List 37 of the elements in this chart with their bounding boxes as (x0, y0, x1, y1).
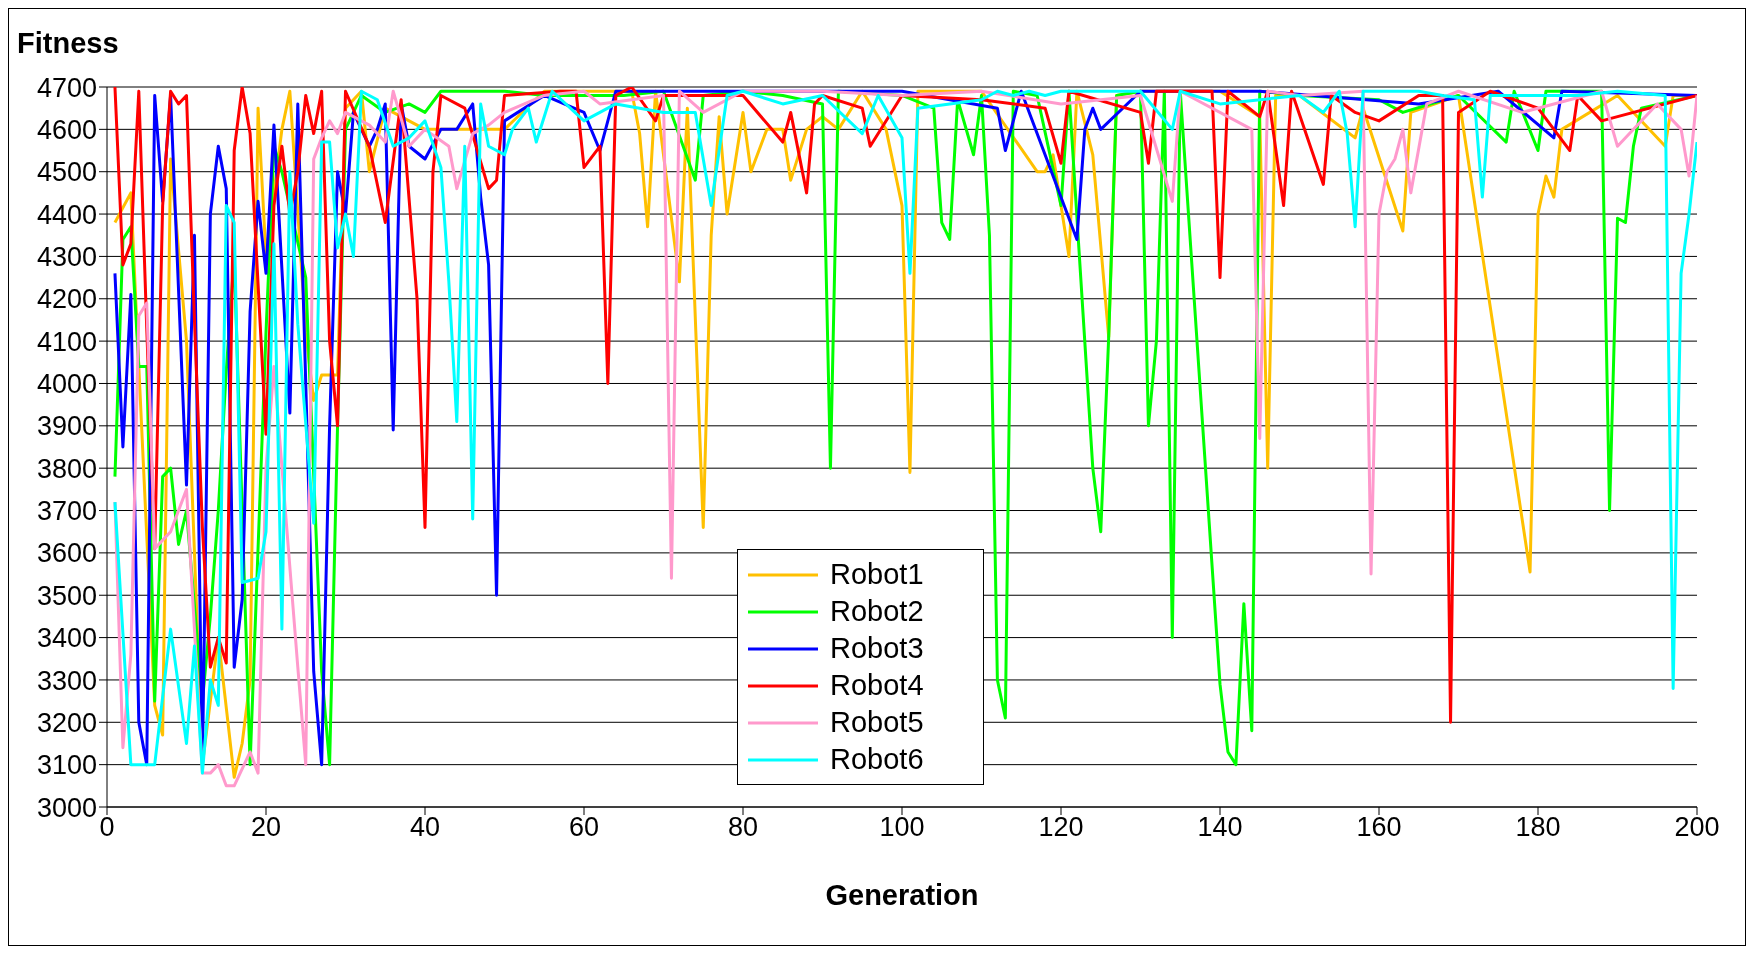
legend-label: Robot1 (830, 558, 924, 591)
x-tick-label: 180 (1515, 812, 1561, 843)
legend-label: Robot3 (830, 632, 924, 665)
y-tick-label: 3200 (36, 707, 97, 738)
y-tick-label: 4100 (36, 326, 97, 357)
y-tick-label: 3400 (36, 623, 97, 654)
y-axis-title: Fitness (17, 27, 119, 60)
y-tick-label: 3900 (36, 411, 97, 442)
y-tick-label: 3800 (36, 453, 97, 484)
x-tick-label: 100 (879, 812, 925, 843)
x-tick-label: 20 (250, 812, 282, 843)
legend-label: Robot2 (830, 595, 924, 628)
y-tick-label: 4700 (36, 72, 97, 103)
y-tick-label: 4200 (36, 284, 97, 315)
x-tick-label: 140 (1197, 812, 1243, 843)
y-tick-label: 4300 (36, 242, 97, 272)
y-tick-label: 3500 (36, 580, 97, 611)
x-tick-label: 0 (99, 812, 115, 843)
x-tick-label: 120 (1038, 812, 1084, 843)
y-tick-label: 3100 (36, 750, 97, 781)
y-tick-label: 3300 (36, 665, 97, 696)
legend-label: Robot4 (830, 669, 924, 702)
x-tick-label: 60 (568, 812, 600, 843)
y-tick-label: 3600 (36, 538, 97, 569)
y-tick-label: 3000 (36, 792, 97, 823)
x-tick-label: 80 (727, 812, 759, 843)
y-tick-label: 4600 (36, 114, 97, 145)
x-tick-label: 40 (409, 812, 441, 843)
x-tick-label: 200 (1674, 812, 1720, 843)
legend-label: Robot5 (830, 706, 924, 739)
x-tick-label: 160 (1356, 812, 1402, 843)
y-tick-label: 4500 (36, 157, 97, 188)
y-tick-label: 3700 (36, 496, 97, 527)
y-tick-label: 4000 (36, 369, 97, 400)
x-axis-title: Generation (825, 879, 979, 911)
y-tick-label: 4400 (36, 199, 97, 230)
legend-label: Robot6 (830, 743, 924, 776)
